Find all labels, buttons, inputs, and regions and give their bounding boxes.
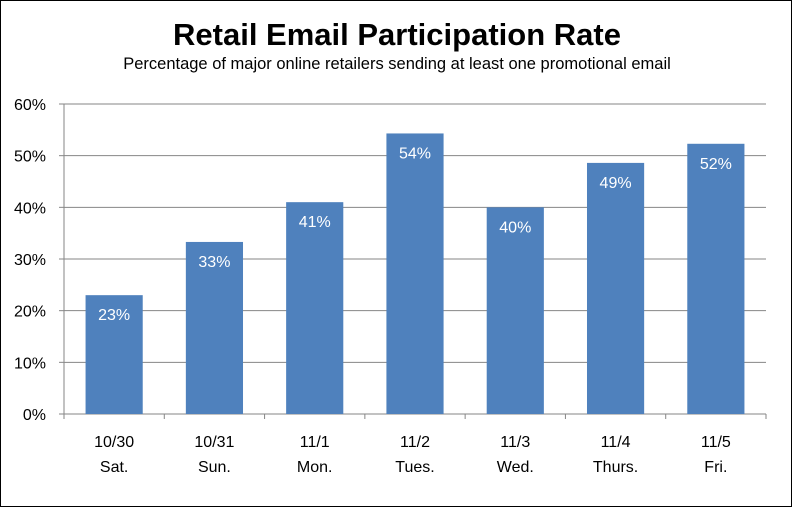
data-labels: 23% 33% 41% 54% 40% 49% 52%: [98, 145, 732, 324]
x-tick-label: 11/2: [400, 434, 430, 451]
chart-title: Retail Email Participation Rate: [173, 17, 621, 52]
x-tick-sublabel: Wed.: [497, 459, 534, 476]
data-label: 40%: [499, 219, 531, 236]
data-label: 54%: [399, 145, 431, 162]
x-tick-label: 11/4: [601, 434, 631, 451]
y-tick-label: 10%: [14, 355, 46, 372]
data-label: 52%: [700, 156, 732, 173]
x-tick-sublabel: Mon.: [297, 459, 333, 476]
x-tick-label: 11/5: [701, 434, 731, 451]
bar: [185, 241, 244, 414]
x-tick-label: 11/1: [300, 434, 330, 451]
y-tick-label: 0%: [23, 407, 46, 424]
chart-subtitle: Percentage of major online retailers sen…: [123, 55, 671, 73]
bar: [286, 202, 344, 414]
y-axis-ticks: 0% 10% 20% 30% 40% 50% 60%: [14, 97, 46, 424]
y-tick-label: 30%: [14, 252, 46, 269]
bar-series: [85, 133, 745, 415]
y-tick-label: 60%: [14, 97, 46, 114]
bar: [85, 295, 143, 414]
x-tick-sublabel: Sat.: [100, 459, 128, 476]
x-axis-ticks: 10/30 Sat. 10/31 Sun. 11/1 Mon. 11/2 Tues. 11/3 W…: [94, 434, 731, 476]
y-tick-label: 50%: [14, 149, 46, 166]
x-tick-sublabel: Tues.: [395, 459, 434, 476]
data-label: 49%: [600, 175, 632, 192]
bar: [386, 133, 444, 414]
x-tick-sublabel: Sun.: [198, 459, 231, 476]
x-tick-label: 10/30: [94, 434, 134, 451]
bar: [586, 162, 645, 414]
x-tick-label: 11/3: [500, 434, 530, 451]
bar: [687, 143, 745, 415]
x-tick-sublabel: Fri.: [704, 459, 727, 476]
data-label: 23%: [98, 307, 130, 324]
data-label: 41%: [299, 214, 331, 231]
bar: [486, 207, 544, 414]
x-tick-label: 10/31: [194, 434, 234, 451]
x-tick-sublabel: Thurs.: [593, 459, 638, 476]
data-label: 33%: [198, 254, 230, 271]
y-tick-label: 20%: [14, 304, 46, 321]
y-tick-label: 40%: [14, 200, 46, 217]
